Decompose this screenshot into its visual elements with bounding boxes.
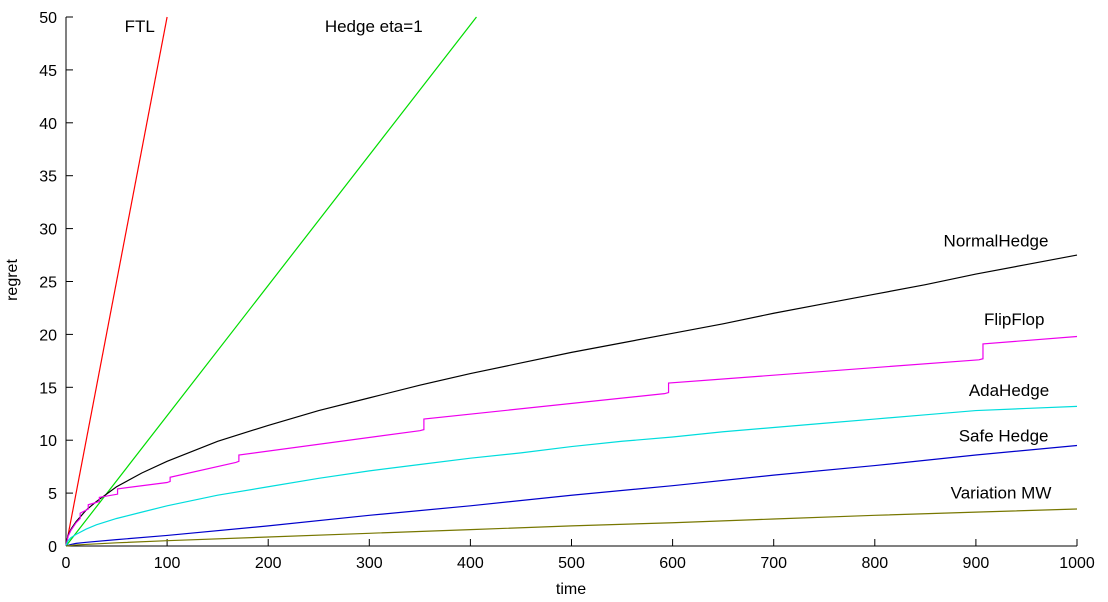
y-tick-label: 5 [48,486,57,503]
x-tick-label: 800 [861,555,888,572]
y-tick-label: 25 [39,275,57,292]
x-tick-label: 400 [457,555,484,572]
series-label: AdaHedge [969,381,1049,400]
y-tick-label: 0 [48,539,57,556]
x-tick-label: 100 [154,555,181,572]
series-label: FTL [125,17,155,36]
y-axis-label: regret [4,259,21,301]
x-tick-label: 300 [356,555,383,572]
x-tick-label: 0 [62,555,71,572]
y-tick-label: 15 [39,380,57,397]
series-label: Safe Hedge [959,426,1049,445]
y-tick-label: 50 [39,10,57,27]
series-label: Hedge eta=1 [325,17,423,36]
series-line-safe-hedge [65,444,1078,547]
y-tick-label: 20 [39,327,57,344]
series-label: FlipFlop [984,310,1044,329]
series-line-flipflop [65,335,1078,547]
series-line-hedge-eta-1 [65,16,477,547]
y-tick-label: 10 [39,433,57,450]
series-line-ftl [65,16,168,547]
x-axis-label: time [556,581,586,598]
x-tick-label: 200 [255,555,282,572]
y-tick-label: 40 [39,116,57,133]
plot-area: 0 100 200 300 400 500 600 700 800 900 1000 0 5 10 15 20… [39,10,1095,572]
x-tick-label: 500 [558,555,585,572]
series-line-variation-mw [65,508,1078,547]
series-line-adahedge [65,405,1078,547]
x-tick-label: 700 [760,555,787,572]
y-tick-label: 30 [39,222,57,239]
y-tick-label: 45 [39,63,57,80]
x-tick-label: 1000 [1059,555,1095,572]
series-label: NormalHedge [944,232,1049,251]
x-tick-label: 900 [963,555,990,572]
series-line-normalhedge [65,254,1078,547]
x-tick-label: 600 [659,555,686,572]
series-label: Variation MW [951,483,1052,502]
y-tick-label: 35 [39,169,57,186]
